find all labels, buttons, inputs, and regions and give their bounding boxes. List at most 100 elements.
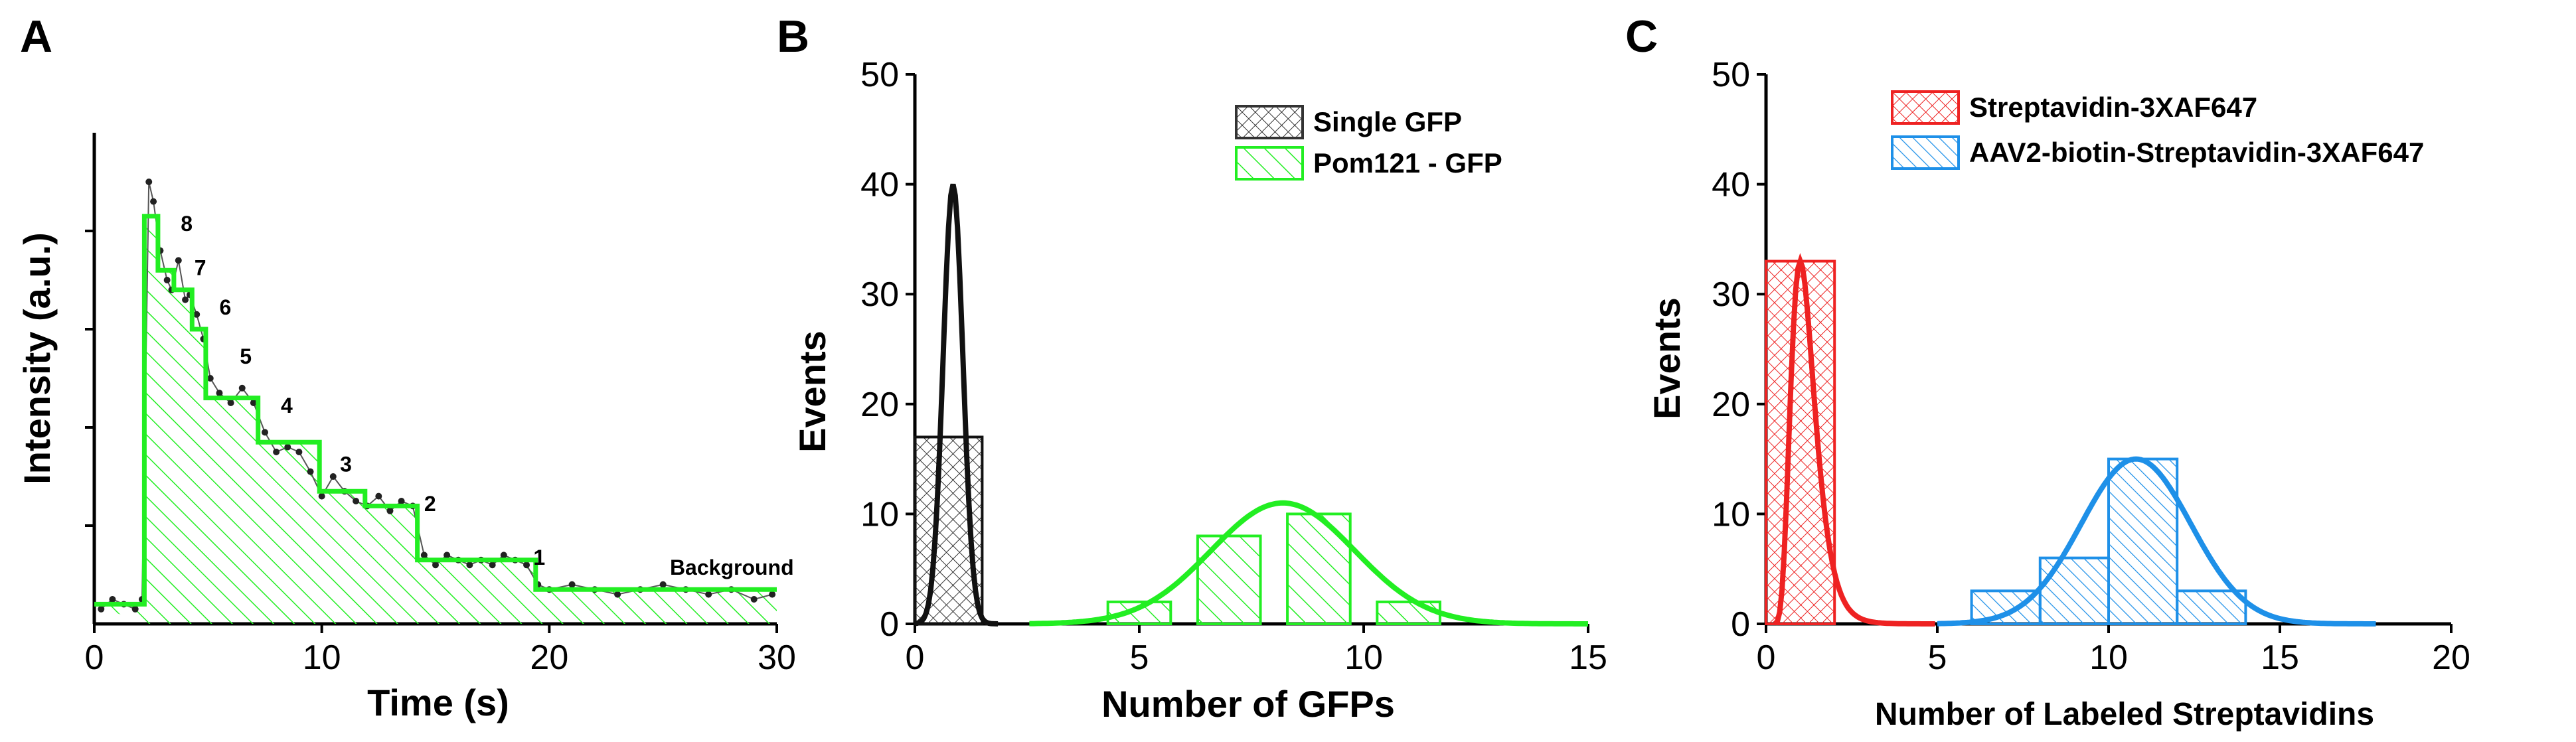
panel-a-raw-point	[466, 561, 473, 569]
panel-c-bar	[2038, 556, 2111, 626]
panel-a-raw-point	[614, 591, 621, 598]
panel-c-letter: C	[1625, 11, 1658, 62]
panel-a-x-tick-label: 10	[303, 638, 341, 677]
panel-c-y-tick-label: 30	[1712, 275, 1750, 314]
panel-c-y-tick-label: 10	[1712, 495, 1750, 534]
panel-a-annotation: Background	[670, 556, 794, 579]
panel-a-raw-point	[523, 561, 530, 569]
panel-c-x-tick-label: 20	[2432, 638, 2470, 677]
legend-label-single-gfp: Single GFP	[1313, 106, 1462, 137]
panel-a-raw-point	[443, 552, 451, 559]
panel-a-x-tick-label: 0	[85, 638, 104, 677]
panel-a-raw-point	[295, 449, 303, 455]
panel-c-plot: 0 5 10 15 20 0 10 20 30 40 50	[1712, 56, 2470, 677]
panel-a-raw-point	[273, 449, 280, 455]
legend-label-streptavidin: Streptavidin-3XAF647	[1969, 92, 2257, 123]
legend-label-aav2: AAV2-biotin-Streptavidin-3XAF647	[1969, 137, 2424, 168]
panel-a-raw-point	[353, 498, 360, 504]
panel-a-raw-point	[500, 552, 507, 559]
panel-a-raw-point	[193, 311, 201, 318]
panel-c-y-tick-label: 0	[1731, 605, 1750, 644]
panel-b-x-tick-label: 0	[906, 638, 925, 677]
panel-a-plot: 0 10 20 30 876 5 4 3 2 1 Background	[85, 133, 796, 677]
panel-a-annotation: 5	[240, 344, 252, 368]
panel-b-legend: Single GFP Pom121 - GFP	[1235, 105, 1502, 181]
panel-a-raw-point	[206, 375, 214, 382]
panel-a-step-area	[94, 216, 777, 624]
panel-b-xlabel: Number of GFPs	[1101, 683, 1395, 725]
panel-c: C Events Number of Labeled Streptavidins…	[1625, 11, 2470, 732]
legend-label-pom121-gfp: Pom121 - GFP	[1313, 147, 1502, 179]
panel-a-letter: A	[20, 11, 52, 62]
legend-swatch-pom121-gfp	[1235, 146, 1304, 181]
panel-c-ylabel: Events	[1646, 297, 1688, 419]
panel-a-raw-point	[769, 591, 776, 598]
panel-c-y-tick-label: 20	[1712, 386, 1750, 424]
panel-a-annotation: 4	[281, 394, 293, 417]
panel-a-raw-point	[489, 561, 496, 569]
panel-b-plot: 0 5 10 15 0 10 20 30 40 50	[860, 56, 1607, 677]
panel-b-y-tick-label: 30	[860, 275, 899, 314]
panel-a-annotation: 6	[219, 295, 231, 319]
panel-a-raw-point	[307, 468, 314, 475]
panel-a-raw-point	[659, 581, 667, 588]
panel-b-y-tick-label: 0	[880, 605, 899, 644]
panel-a-raw-point	[750, 596, 758, 603]
panel-b-y-tick-label: 10	[860, 495, 899, 534]
panel-c-y-tick-label: 50	[1712, 56, 1750, 94]
panel-a-annotation: 7	[195, 256, 206, 280]
panel-a-xlabel: Time (s)	[367, 682, 509, 723]
panel-c-fit-curve	[1773, 253, 1935, 627]
panel-c-bar	[2107, 457, 2179, 625]
panel-a-raw-point	[262, 429, 268, 436]
panel-b-x-tick-label: 15	[1569, 638, 1607, 677]
panel-a-raw-point	[145, 179, 153, 185]
panel-b-y-tick-label: 50	[860, 56, 899, 94]
panel-a-raw-point	[375, 492, 382, 500]
panel-c-x-tick-label: 5	[1928, 638, 1947, 677]
panel-a-raw-point	[150, 198, 157, 205]
panel-c-legend: Streptavidin-3XAF647 AAV2-biotin-Strepta…	[1891, 90, 2424, 170]
panel-a-raw-point	[227, 400, 234, 406]
panel-a: A Intensity (a.u.) Time (s) 0 10 20 30 876 5 4…	[16, 11, 796, 723]
panel-a-raw-point	[386, 507, 394, 514]
panel-a-annotation: 8	[181, 212, 193, 236]
panel-b-bar	[1196, 534, 1262, 626]
panel-b-x-tick-label: 5	[1130, 638, 1149, 677]
panel-a-raw-point	[329, 473, 337, 480]
panel-a-raw-point	[568, 581, 576, 588]
panel-c-x-tick-label: 10	[2089, 638, 2128, 677]
panel-b-fit-curve	[1029, 500, 1588, 627]
panel-b-y-tick-label: 20	[860, 386, 899, 424]
panel-b-y-tick-label: 40	[860, 166, 899, 204]
panel-a-raw-point	[131, 605, 139, 613]
panel-b: B Events Number of GFPs 0 5 10 15 0 10 20 30 40 5…	[777, 11, 1607, 725]
panel-a-raw-point	[216, 390, 223, 397]
panel-a-raw-point	[98, 605, 105, 613]
panel-c-bar	[1765, 260, 1836, 625]
panel-a-raw-point	[318, 492, 325, 500]
panel-b-fit-curve	[914, 183, 999, 627]
panel-a-annotation: 3	[340, 453, 352, 477]
panel-c-x-tick-label: 0	[1757, 638, 1776, 677]
panel-a-raw-point	[420, 552, 428, 559]
panel-b-letter: B	[777, 11, 809, 62]
panel-a-raw-point	[182, 296, 189, 303]
panel-a-raw-point	[432, 561, 439, 569]
legend-swatch-aav2	[1891, 135, 1960, 170]
panel-a-x-tick-label: 30	[758, 638, 796, 677]
panel-b-bar	[1286, 512, 1352, 626]
legend-swatch-streptavidin	[1891, 90, 1960, 125]
panel-a-raw-point	[398, 498, 405, 504]
panel-a-annotation: 2	[424, 492, 436, 516]
panel-c-fit-curve	[1937, 456, 2376, 627]
panel-a-raw-point	[250, 400, 257, 406]
panel-c-xlabel: Number of Labeled Streptavidins	[1875, 697, 2374, 732]
panel-a-ylabel: Intensity (a.u.)	[16, 232, 58, 484]
panel-a-step-line	[94, 214, 777, 607]
legend-swatch-single-gfp	[1235, 105, 1304, 139]
panel-b-ylabel: Events	[791, 331, 833, 453]
panel-a-raw-point	[705, 591, 712, 598]
panel-c-bar	[2176, 589, 2247, 626]
